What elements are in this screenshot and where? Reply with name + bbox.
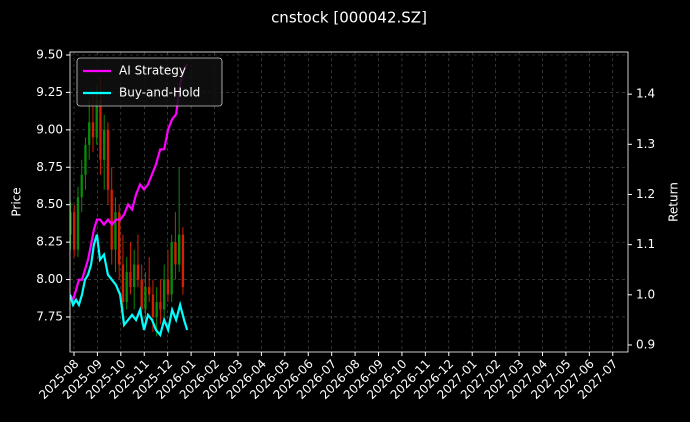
y2-tick-label: 1.1 (636, 237, 655, 251)
legend-box (76, 57, 223, 107)
candle-body (70, 212, 72, 235)
y-tick-label: 8.75 (36, 160, 63, 174)
candle-body (129, 272, 132, 288)
candle-body (151, 294, 155, 317)
candle-body (91, 122, 95, 138)
candle-body (177, 234, 181, 265)
legend-label: AI Strategy (119, 64, 186, 78)
y-tick-label: 9.50 (36, 47, 63, 61)
line-series (70, 234, 189, 338)
candle-body (133, 264, 136, 288)
candle-body (144, 287, 147, 310)
plot-frame (69, 51, 629, 353)
line-series (70, 63, 189, 303)
candle-body (73, 212, 76, 250)
candle-body (166, 279, 170, 295)
candle-body (99, 99, 102, 160)
y-tick-label: 9.25 (36, 85, 63, 99)
y2-tick-label: 1.2 (636, 187, 655, 201)
candle-body (174, 242, 177, 265)
candle-body (140, 279, 143, 310)
y2-tick-label: 0.9 (636, 337, 655, 351)
candle-body (76, 197, 80, 250)
candle-body (159, 302, 162, 310)
candle-body (170, 242, 173, 295)
y-axis-label: Price (10, 187, 24, 216)
y-tick-label: 8.25 (36, 235, 63, 249)
candle-body (125, 272, 128, 302)
candle-body (163, 279, 166, 310)
y-tick-label: 8.50 (36, 197, 63, 211)
candle-body (121, 264, 125, 302)
y2-tick-label: 1.4 (636, 87, 655, 101)
candle-body (114, 212, 117, 250)
y-tick-label: 8.00 (36, 272, 63, 286)
candle-body (148, 287, 151, 295)
y2-axis-label: Return (667, 182, 681, 222)
candle-body (95, 99, 98, 138)
candle-body (88, 122, 91, 145)
candle-body (155, 302, 158, 317)
candle-body (136, 264, 140, 280)
candle-body (118, 212, 121, 265)
candle-body (84, 144, 87, 175)
chart-title: cnstock [000042.SZ] (271, 9, 427, 27)
y-tick-label: 9.00 (36, 122, 63, 136)
candle-body (110, 189, 113, 250)
candle-body (103, 129, 106, 160)
candle-body (106, 129, 110, 190)
y2-tick-label: 1.0 (636, 287, 655, 301)
candle-body (80, 174, 83, 198)
y-tick-label: 7.75 (36, 309, 63, 323)
y2-tick-label: 1.3 (636, 137, 655, 151)
legend-label: Buy-and-Hold (119, 86, 200, 100)
candle-body (181, 234, 185, 288)
